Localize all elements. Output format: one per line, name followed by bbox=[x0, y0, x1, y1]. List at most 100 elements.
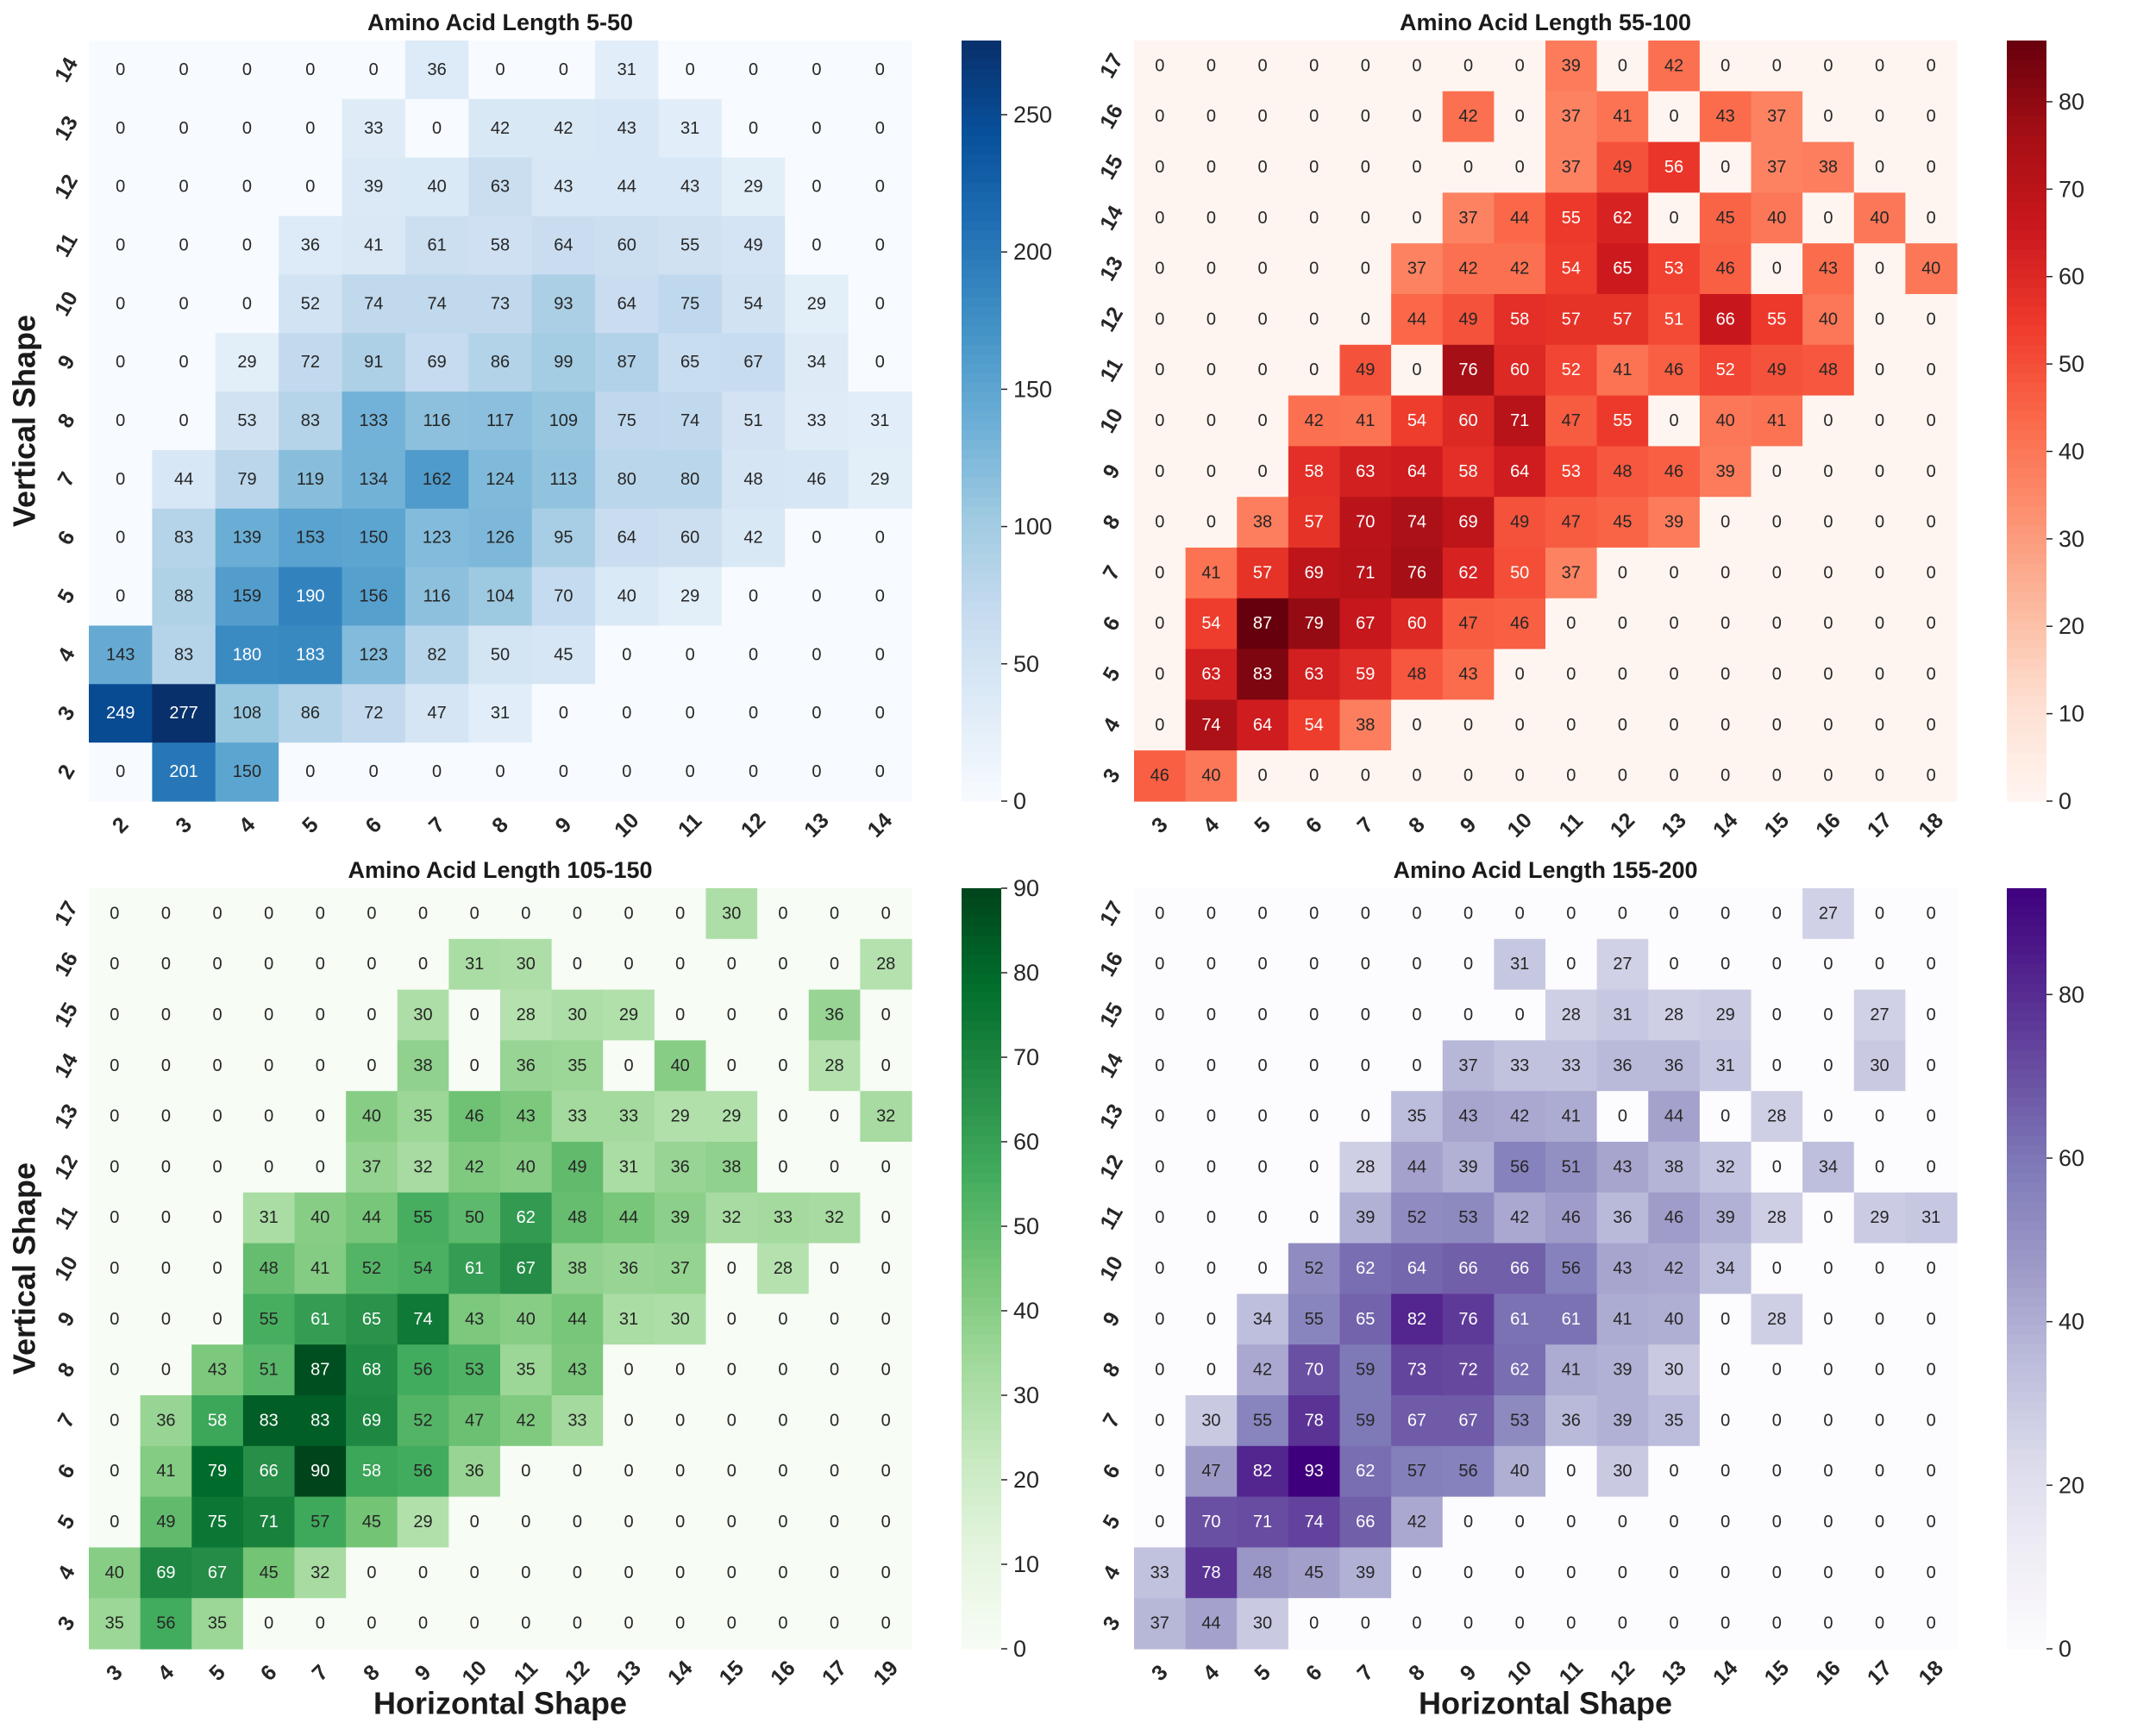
cell-value-label: 0 bbox=[1823, 1259, 1833, 1278]
heatmap-cell bbox=[1442, 750, 1495, 802]
cell-value-label: 0 bbox=[675, 955, 685, 974]
heatmap-cell bbox=[1905, 750, 1958, 802]
colorbar-segment bbox=[962, 1401, 1001, 1412]
heatmap-cell bbox=[1185, 1294, 1238, 1345]
cell-value-label: 46 bbox=[1664, 1208, 1683, 1227]
cell-value-label: 0 bbox=[1566, 955, 1576, 974]
heatmap-cell bbox=[1339, 344, 1392, 397]
cell-value-label: 29 bbox=[807, 294, 826, 313]
heatmap-cell bbox=[1442, 938, 1495, 991]
heatmap-cell bbox=[1391, 41, 1444, 92]
cell-value-label: 31 bbox=[1613, 1005, 1632, 1024]
cell-value-label: 0 bbox=[1412, 1563, 1421, 1582]
cell-value-label: 0 bbox=[1720, 1310, 1730, 1329]
cell-value-label: 0 bbox=[1772, 1513, 1782, 1532]
cell-value-label: 27 bbox=[1613, 955, 1632, 974]
colorbar-segment bbox=[2007, 1239, 2046, 1250]
heatmap-cell bbox=[1494, 395, 1546, 447]
heatmap-cell bbox=[848, 508, 912, 568]
heatmap-cell bbox=[705, 1142, 758, 1193]
heatmap-cell bbox=[654, 938, 707, 991]
heatmap-cell bbox=[860, 1192, 912, 1244]
x-tick-label: 6 bbox=[256, 1660, 282, 1686]
x-tick-label: 5 bbox=[298, 812, 323, 838]
colorbar-segment bbox=[962, 1230, 1001, 1241]
cell-value-label: 0 bbox=[1875, 904, 1884, 923]
heatmap-cell bbox=[1905, 648, 1958, 700]
heatmap-cell bbox=[1442, 1040, 1495, 1092]
heatmap-cell bbox=[705, 1344, 758, 1396]
cell-value-label: 28 bbox=[1767, 1208, 1786, 1227]
colorbar-segment bbox=[962, 1430, 1001, 1441]
colorbar-segment bbox=[962, 1354, 1001, 1364]
colorbar-segment bbox=[2007, 715, 2046, 726]
cell-value-label: 0 bbox=[830, 1259, 839, 1278]
cell-value-label: 41 bbox=[1201, 563, 1220, 582]
cell-value-label: 32 bbox=[1716, 1157, 1735, 1176]
colorbar-segment bbox=[962, 974, 1001, 984]
heatmap-cell bbox=[500, 1395, 553, 1447]
colorbar-tick-label: 30 bbox=[1013, 1382, 1039, 1408]
cell-value-label: 0 bbox=[1206, 411, 1216, 430]
heatmap-cell bbox=[1648, 1496, 1701, 1548]
heatmap-cell bbox=[860, 1294, 912, 1345]
cell-value-label: 43 bbox=[1458, 1107, 1477, 1126]
cell-value-label: 55 bbox=[1613, 411, 1632, 430]
colorbar-segment bbox=[962, 1249, 1001, 1260]
colorbar-segment bbox=[2007, 382, 2046, 393]
heatmap-cell bbox=[1905, 1192, 1958, 1244]
cell-value-label: 159 bbox=[233, 587, 261, 606]
cell-value-label: 0 bbox=[1875, 1259, 1884, 1278]
y-tick-label: 5 bbox=[53, 585, 79, 607]
heatmap-cell bbox=[1751, 548, 1803, 599]
colorbar-segment bbox=[962, 1601, 1001, 1612]
cell-value-label: 49 bbox=[156, 1513, 175, 1532]
cell-value-label: 0 bbox=[161, 955, 171, 974]
cell-value-label: 36 bbox=[1562, 1411, 1581, 1430]
cell-value-label: 42 bbox=[1664, 1259, 1683, 1278]
cell-value-label: 53 bbox=[1458, 1208, 1477, 1227]
heatmap-cell bbox=[1596, 1496, 1649, 1548]
cell-value-label: 82 bbox=[1253, 1462, 1272, 1481]
heatmap-cell bbox=[1442, 1091, 1495, 1143]
x-tick-label: 9 bbox=[411, 1660, 436, 1686]
heatmap-cell bbox=[1751, 750, 1803, 802]
heatmap-cell bbox=[808, 1040, 861, 1092]
cell-value-label: 0 bbox=[1155, 209, 1164, 228]
cell-value-label: 39 bbox=[1458, 1157, 1477, 1176]
colorbar-segment bbox=[2007, 1468, 2046, 1479]
cell-value-label: 47 bbox=[1562, 513, 1581, 532]
y-tick-label: 16 bbox=[50, 948, 83, 980]
cell-value-label: 0 bbox=[830, 1157, 839, 1176]
cell-value-label: 0 bbox=[1772, 1361, 1782, 1380]
y-tick-label: 13 bbox=[1095, 253, 1128, 285]
colorbar-segment bbox=[2007, 325, 2046, 336]
colorbar-segment bbox=[962, 421, 1001, 431]
heatmap-cell bbox=[860, 1395, 912, 1447]
heatmap-cell bbox=[140, 1496, 192, 1548]
heatmap-cell bbox=[89, 41, 153, 100]
heatmap-cell bbox=[1288, 1496, 1341, 1548]
cell-value-label: 76 bbox=[1458, 1310, 1477, 1329]
cell-value-label: 0 bbox=[675, 904, 685, 923]
heatmap-cell bbox=[1442, 1445, 1495, 1498]
colorbar-segment bbox=[962, 1258, 1001, 1269]
x-tick-label: 3 bbox=[1147, 812, 1173, 838]
cell-value-label: 29 bbox=[671, 1107, 690, 1126]
heatmap-cell bbox=[551, 1344, 604, 1396]
heatmap-cell bbox=[1494, 750, 1546, 802]
heatmap-cell bbox=[140, 1598, 192, 1650]
heatmap-cell bbox=[1185, 1445, 1238, 1498]
heatmap-cell bbox=[1237, 598, 1289, 650]
heatmap-cell bbox=[346, 1192, 398, 1244]
heatmap-cell bbox=[1545, 243, 1598, 295]
heatmap-cell bbox=[1802, 1040, 1855, 1092]
cell-value-label: 0 bbox=[1206, 360, 1216, 379]
cell-value-label: 40 bbox=[310, 1208, 329, 1227]
cell-value-label: 0 bbox=[1927, 411, 1936, 430]
cell-value-label: 0 bbox=[778, 955, 787, 974]
cell-value-label: 41 bbox=[1562, 1107, 1581, 1126]
cell-value-label: 0 bbox=[1206, 56, 1216, 75]
cell-value-label: 0 bbox=[1309, 310, 1319, 329]
colorbar-segment bbox=[962, 611, 1001, 622]
